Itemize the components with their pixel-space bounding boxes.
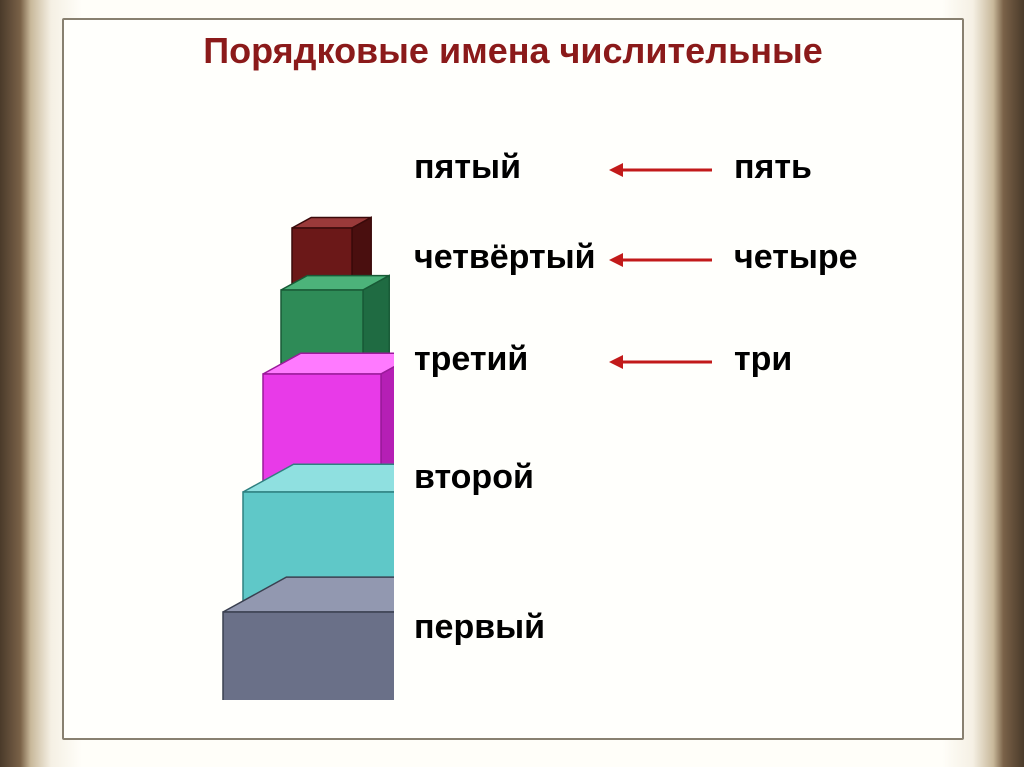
slide-title: Порядковые имена числительные bbox=[64, 30, 962, 72]
ordinal-label-5: пятый bbox=[414, 148, 521, 187]
cardinal-label-3: три bbox=[734, 340, 792, 379]
cardinal-label-4: четыре bbox=[734, 238, 858, 277]
cube-1-front bbox=[223, 612, 394, 700]
ordinal-label-1: первый bbox=[414, 608, 545, 647]
arrow-icon-4 bbox=[607, 248, 724, 272]
arrow-icon-3 bbox=[607, 350, 724, 374]
ordinal-label-4: четвёртый bbox=[414, 238, 596, 277]
slide: Порядковые имена числительные пятый пять ч… bbox=[0, 0, 1024, 767]
ordinal-label-2: второй bbox=[414, 458, 534, 497]
ordinal-label-3: третий bbox=[414, 340, 528, 379]
cubes-stack bbox=[134, 110, 394, 700]
content-frame: Порядковые имена числительные пятый пять ч… bbox=[62, 18, 964, 740]
arrow-icon-5 bbox=[607, 158, 724, 182]
cardinal-label-5: пять bbox=[734, 148, 812, 187]
